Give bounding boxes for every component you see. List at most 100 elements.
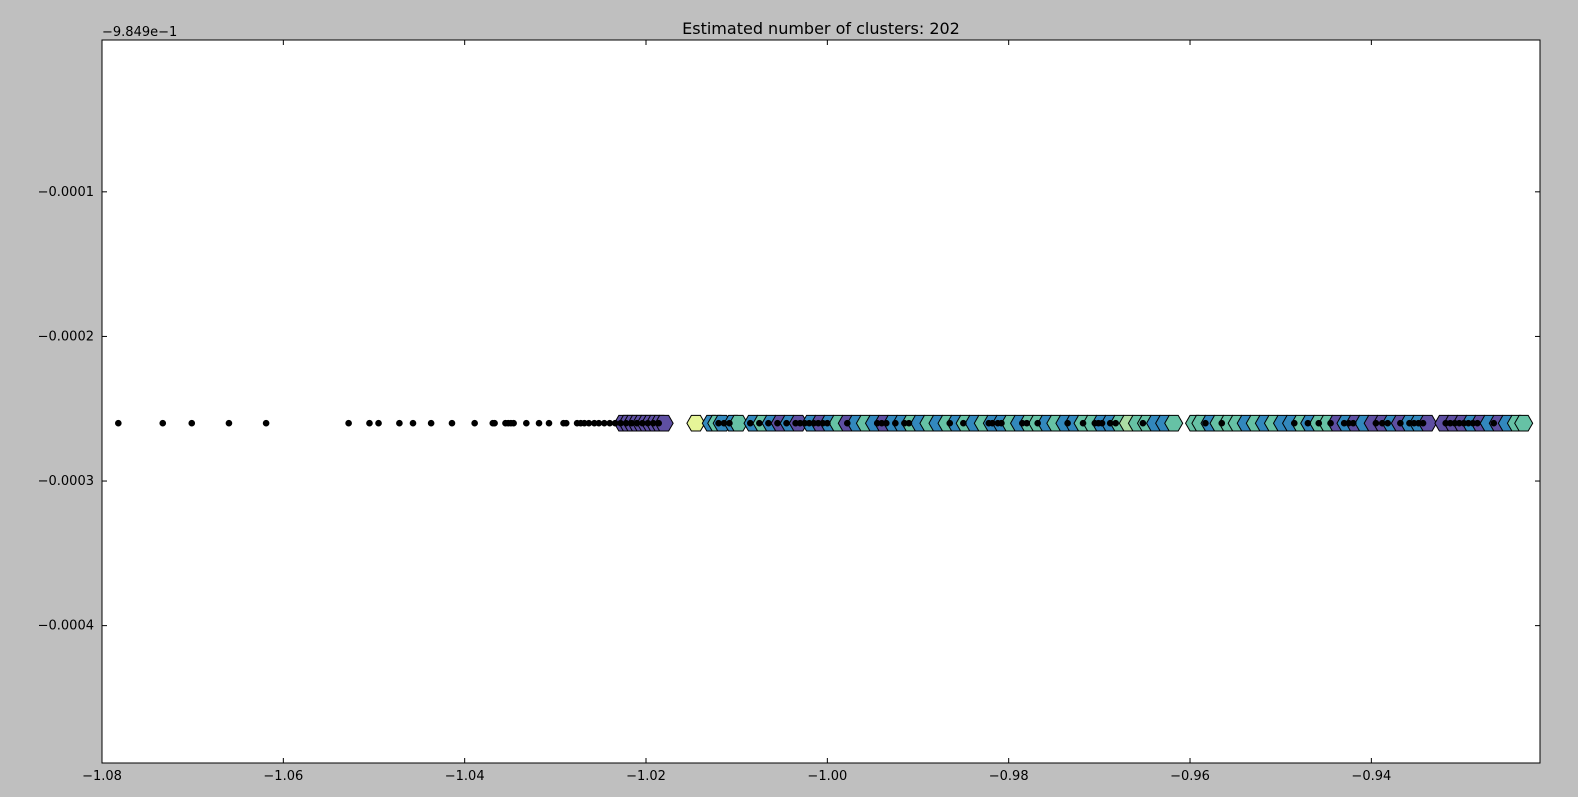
noise-point [601,419,608,427]
noise-point [644,419,652,427]
noise-point [510,419,517,427]
noise-point [1397,419,1404,427]
noise-point [960,419,967,427]
noise-point [188,419,196,427]
noise-point [1034,419,1041,427]
plot-frame [101,39,1541,764]
noise-point [1064,419,1071,427]
noise-point [159,419,167,427]
noise-point [1023,419,1031,427]
noise-point [396,419,403,427]
noise-point [225,419,233,427]
y-tick-label: −0.0001 [38,185,94,200]
noise-point [581,419,588,427]
x-tick-label: −1.04 [445,769,485,784]
noise-point [882,419,890,427]
noise-point [989,419,996,427]
noise-point [715,419,722,427]
y-axis-offset-label: −9.849e−1 [102,25,177,40]
noise-point [1018,419,1026,427]
noise-point [901,419,908,427]
noise-point [843,419,851,427]
noise-point [1315,419,1323,427]
x-tick-label: −0.98 [989,769,1029,784]
noise-point [491,419,498,427]
noise-point [1079,419,1087,427]
noise-point [878,419,886,427]
noise-point [639,419,646,427]
noise-point [746,419,754,427]
noise-point [617,419,624,427]
noise-point [1304,419,1312,427]
cluster-markers [613,414,1534,432]
noise-point [535,419,543,427]
noise-point [1349,419,1357,427]
noise-point [783,419,790,427]
noise-point [262,419,270,427]
noise-point [796,419,804,427]
noise-point [1290,419,1298,427]
noise-point [756,419,763,427]
noise-point [1384,419,1391,427]
noise-point [765,419,772,427]
noise-point [545,419,553,427]
noise-point [720,419,728,427]
noise-markers [115,419,1498,427]
noise-point [471,419,478,427]
noise-point [633,419,641,427]
noise-point [115,419,122,427]
noise-point [792,419,799,427]
noise-point [1378,419,1386,427]
y-tick-label: −0.0002 [38,329,94,344]
noise-point [1469,419,1477,427]
noise-point [1410,419,1418,427]
noise-point [726,419,733,427]
cluster-marker [1514,414,1534,432]
noise-point [805,419,813,427]
noise-point [1106,419,1114,427]
noise-point [1474,419,1481,427]
noise-point [801,419,808,427]
noise-point [1202,419,1209,427]
noise-point [1465,419,1472,427]
noise-point [1139,419,1147,427]
x-axis: −1.08 −1.06 −1.04 −1.02 −1.00 −0.98 −0.96 −0.94 [82,40,1391,784]
x-tick-label: −0.94 [1351,769,1391,784]
noise-point [998,419,1005,427]
noise-point [622,419,630,427]
x-tick-label: −1.02 [626,769,666,784]
noise-point [562,419,570,427]
noise-point [814,419,822,427]
noise-point [366,419,373,427]
cluster-marker [1164,414,1184,432]
noise-point [595,419,603,427]
noise-point [946,419,954,427]
noise-point [1406,419,1413,427]
noise-point [649,419,657,427]
noise-point [1098,419,1106,427]
noise-point [628,419,635,427]
noise-point [824,419,831,427]
cluster-marker [686,414,706,432]
noise-point [1327,419,1334,427]
noise-point [1460,419,1468,427]
noise-point [375,419,382,427]
plot-area [102,40,1540,763]
noise-point [1451,419,1459,427]
noise-point [1372,419,1380,427]
noise-point [1419,419,1427,427]
noise-point [1112,419,1119,427]
noise-point [585,419,593,427]
noise-point [448,419,456,427]
noise-point [810,419,818,427]
noise-point [1345,419,1352,427]
noise-point [1442,419,1450,427]
x-tick-label: −0.96 [1170,769,1210,784]
noise-point [523,419,530,427]
x-tick-label: −1.00 [807,769,847,784]
noise-point [591,419,598,427]
noise-point [611,419,619,427]
y-tick-label: −0.0003 [38,474,94,489]
chart-title: Estimated number of clusters: 202 [682,19,960,38]
